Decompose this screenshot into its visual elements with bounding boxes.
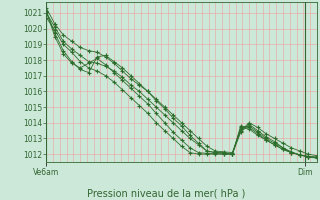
Text: Pression niveau de la mer( hPa ): Pression niveau de la mer( hPa ) <box>87 188 245 198</box>
